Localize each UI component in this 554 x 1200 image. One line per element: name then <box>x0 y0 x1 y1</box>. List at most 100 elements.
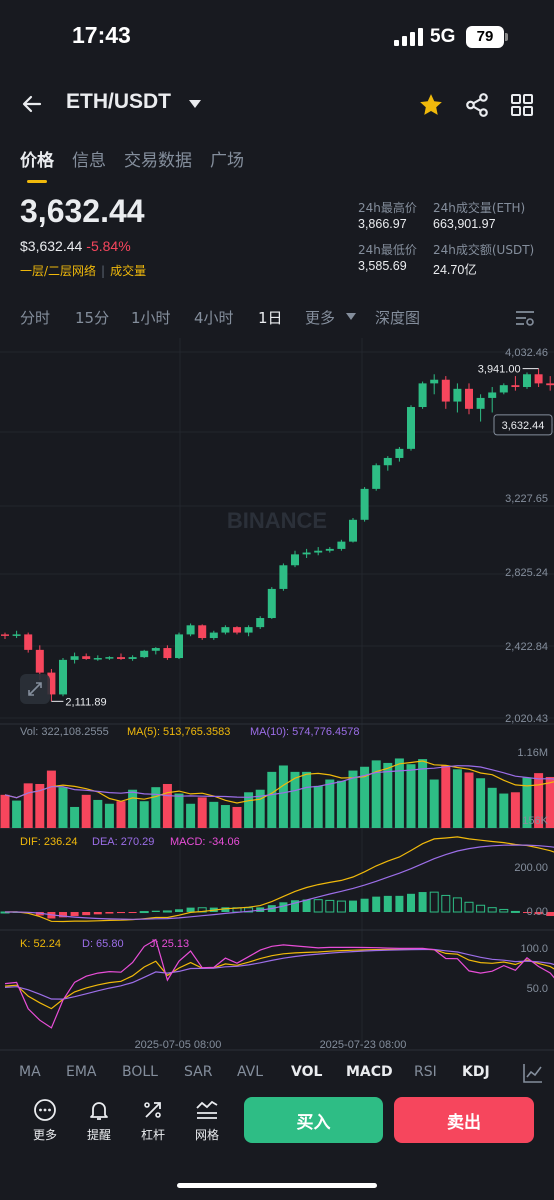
macd-histogram-bar <box>476 904 486 913</box>
candle-body <box>70 656 79 660</box>
battery-cap <box>505 33 508 41</box>
candle-body <box>117 657 125 659</box>
macd-histogram-bar <box>117 912 125 914</box>
candle-body <box>221 627 230 633</box>
kdj-axis-label: 100.0 <box>520 943 548 955</box>
chart-settings-icon[interactable] <box>514 307 536 329</box>
macd-histogram-bar <box>82 912 91 916</box>
ind-tab-rsi[interactable]: RSI <box>414 1064 437 1080</box>
bottom-action-bar: 更多 提醒 杠杆 网格 买入 卖出 <box>0 1090 554 1160</box>
volume-bar <box>174 793 184 828</box>
kdj-pane: 100.0 50.0 <box>4 938 554 1029</box>
macd-histogram-bar <box>510 910 520 913</box>
stat-low-label: 24h最低价 <box>358 243 417 257</box>
ind-tab-macd[interactable]: MACD <box>346 1064 393 1080</box>
macd-histogram-bar <box>429 891 439 913</box>
ind-tab-ema[interactable]: EMA <box>66 1064 97 1080</box>
price-usd: $3,632.44 <box>20 238 83 254</box>
kdj-d-line <box>4 948 554 1000</box>
macd-histogram-bar <box>105 912 114 914</box>
buy-button[interactable]: 买入 <box>244 1097 383 1143</box>
candle-body <box>395 448 404 458</box>
macd-histogram-bar <box>372 896 381 912</box>
ma10-value: MA(10): 574,776.4578 <box>250 726 360 738</box>
candle-body <box>488 392 497 398</box>
timeframe-15m[interactable]: 15分 <box>75 309 110 327</box>
grid-button[interactable]: 网格 <box>187 1098 227 1143</box>
volume-bar <box>441 765 451 828</box>
kline-chart[interactable]: BINANCE 4,032.46 3,227.65 2,825.24 2,422.84… <box>0 338 554 1058</box>
tag-layer-network[interactable]: 一层/二层网络 <box>20 264 97 278</box>
ind-tab-vol[interactable]: VOL <box>291 1064 323 1080</box>
alert-button[interactable]: 提醒 <box>79 1098 119 1143</box>
timeframe-4h[interactable]: 4小时 <box>194 309 234 327</box>
volume-bar <box>325 779 335 828</box>
tab-info[interactable]: 信息 <box>72 151 106 171</box>
macd-histogram-bar <box>291 900 299 912</box>
volume-bar <box>510 792 520 828</box>
max-price-label: 3,941.00 <box>478 364 521 376</box>
tab-square[interactable]: 广场 <box>210 151 244 171</box>
volume-bar <box>220 805 230 828</box>
ind-tab-kdj[interactable]: KDJ <box>462 1064 490 1080</box>
candle-body <box>337 541 346 549</box>
grid-layout-icon[interactable] <box>510 93 534 117</box>
battery-level: 79 <box>466 26 504 48</box>
price-axis-label: 2,020.43 <box>505 713 548 725</box>
volume-bar <box>128 789 138 828</box>
candle-body <box>360 488 369 520</box>
timeframe-more-caret-icon[interactable] <box>346 313 356 320</box>
volume-bar <box>487 787 497 828</box>
volume-bar <box>70 806 80 828</box>
kdj-axis-label: 50.0 <box>527 983 548 995</box>
sell-button[interactable]: 卖出 <box>394 1097 534 1143</box>
caret-down-icon[interactable] <box>188 99 202 109</box>
candle-body <box>349 519 357 542</box>
ind-tab-ma[interactable]: MA <box>19 1064 41 1080</box>
leverage-button[interactable]: 杠杆 <box>133 1098 173 1143</box>
ind-tab-avl[interactable]: AVL <box>237 1064 264 1080</box>
timeframe-time[interactable]: 分时 <box>20 309 51 327</box>
min-price-label: 2,111.89 <box>65 696 106 708</box>
volume-bar <box>302 771 312 828</box>
macd-histogram-bar <box>383 895 392 912</box>
expand-icon[interactable] <box>20 674 50 704</box>
ind-tab-sar[interactable]: SAR <box>184 1064 213 1080</box>
candle-body <box>128 657 137 659</box>
back-arrow-icon[interactable] <box>20 92 44 116</box>
stat-high-value: 3,866.97 <box>358 217 407 231</box>
volume-bar <box>452 769 462 828</box>
candle-body <box>383 457 392 466</box>
volume-axis-label: 156K <box>522 815 548 827</box>
tag-volume[interactable]: 成交量 <box>110 264 147 278</box>
volume-bar <box>12 800 22 828</box>
candle-body <box>244 627 253 633</box>
indicator-settings-icon[interactable] <box>522 1062 544 1084</box>
price-tags: 一层/二层网络 | 成交量 <box>20 264 147 278</box>
ma5-value: MA(5): 513,765.3583 <box>127 726 231 738</box>
tab-price[interactable]: 价格 <box>20 146 54 186</box>
volume-bar <box>116 801 126 828</box>
volume-bar <box>278 765 288 828</box>
timeframe-more[interactable]: 更多 <box>305 309 336 327</box>
timeframe-1d[interactable]: 1日 <box>258 309 283 327</box>
ind-tab-boll[interactable]: BOLL <box>122 1064 158 1080</box>
tab-trading-data[interactable]: 交易数据 <box>124 151 192 171</box>
timeframe-1h[interactable]: 1小时 <box>131 309 171 327</box>
candle-body <box>47 672 56 695</box>
macd-pane: 200.00 0.00 <box>0 836 554 923</box>
macd-histogram-bar <box>523 912 531 913</box>
candle-body <box>302 552 311 555</box>
macd-histogram-bar <box>464 901 474 913</box>
candle-body <box>186 625 195 635</box>
pair-title[interactable]: ETH/USDT <box>66 90 171 113</box>
share-icon[interactable] <box>464 92 490 118</box>
timeframe-depth[interactable]: 深度图 <box>375 309 421 327</box>
volume-bar <box>93 799 103 828</box>
time-axis-label: 2025-07-05 08:00 <box>135 1039 222 1051</box>
macd-histogram-bar <box>441 894 451 913</box>
more-button[interactable]: 更多 <box>25 1098 65 1143</box>
macd-histogram-bar <box>499 908 509 913</box>
volume-ma10-line <box>4 765 554 799</box>
star-icon[interactable] <box>418 92 444 118</box>
